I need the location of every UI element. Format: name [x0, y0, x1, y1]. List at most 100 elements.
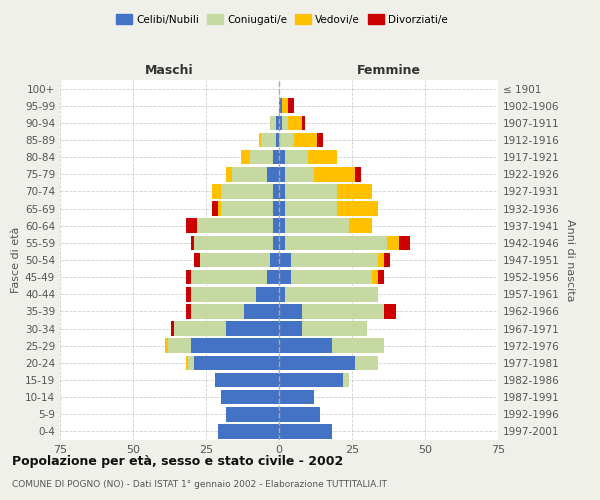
Bar: [171, 322, 174, 336]
Text: Femmine: Femmine: [356, 64, 421, 78]
Bar: [279, 218, 285, 233]
Bar: [343, 372, 349, 388]
Bar: [288, 98, 293, 113]
Legend: Celibi/Nubili, Coniugati/e, Vedovi/e, Divorziati/e: Celibi/Nubili, Coniugati/e, Vedovi/e, Di…: [112, 10, 452, 29]
Bar: [276, 116, 279, 130]
Bar: [226, 407, 279, 422]
Bar: [279, 252, 290, 268]
Bar: [282, 116, 288, 130]
Bar: [273, 184, 279, 198]
Bar: [268, 167, 279, 182]
Bar: [279, 424, 332, 438]
Bar: [185, 270, 191, 284]
Bar: [285, 167, 314, 182]
Bar: [279, 132, 293, 148]
Bar: [279, 150, 285, 164]
Bar: [279, 372, 343, 388]
Bar: [221, 390, 279, 404]
Bar: [302, 304, 384, 318]
Bar: [285, 202, 337, 216]
Bar: [191, 338, 279, 353]
Bar: [168, 338, 191, 353]
Bar: [288, 116, 302, 130]
Bar: [290, 252, 378, 268]
Bar: [191, 270, 268, 284]
Bar: [273, 218, 279, 233]
Bar: [279, 98, 282, 113]
Bar: [185, 218, 197, 233]
Bar: [285, 184, 337, 198]
Bar: [215, 372, 279, 388]
Bar: [285, 236, 387, 250]
Bar: [399, 236, 410, 250]
Bar: [250, 150, 273, 164]
Bar: [302, 116, 305, 130]
Bar: [279, 202, 285, 216]
Bar: [279, 304, 302, 318]
Bar: [384, 252, 390, 268]
Bar: [285, 287, 378, 302]
Bar: [378, 252, 384, 268]
Bar: [273, 236, 279, 250]
Bar: [293, 132, 317, 148]
Bar: [355, 356, 378, 370]
Bar: [197, 218, 273, 233]
Bar: [194, 356, 279, 370]
Bar: [276, 132, 279, 148]
Bar: [279, 390, 314, 404]
Bar: [285, 150, 308, 164]
Bar: [302, 322, 367, 336]
Y-axis label: Fasce di età: Fasce di età: [11, 227, 21, 293]
Bar: [285, 218, 349, 233]
Bar: [279, 287, 285, 302]
Bar: [317, 132, 323, 148]
Bar: [185, 287, 191, 302]
Text: Popolazione per età, sesso e stato civile - 2002: Popolazione per età, sesso e stato civil…: [12, 455, 343, 468]
Bar: [279, 167, 285, 182]
Bar: [279, 356, 355, 370]
Bar: [241, 150, 250, 164]
Bar: [337, 184, 373, 198]
Bar: [279, 407, 320, 422]
Bar: [279, 184, 285, 198]
Bar: [212, 184, 221, 198]
Bar: [308, 150, 337, 164]
Bar: [384, 304, 396, 318]
Bar: [262, 132, 276, 148]
Bar: [273, 202, 279, 216]
Bar: [355, 167, 361, 182]
Bar: [273, 150, 279, 164]
Bar: [373, 270, 378, 284]
Bar: [282, 98, 288, 113]
Bar: [349, 218, 373, 233]
Bar: [174, 322, 226, 336]
Bar: [279, 322, 302, 336]
Bar: [226, 322, 279, 336]
Bar: [259, 132, 262, 148]
Bar: [226, 167, 232, 182]
Bar: [221, 184, 273, 198]
Bar: [218, 202, 221, 216]
Bar: [314, 167, 355, 182]
Bar: [378, 270, 384, 284]
Bar: [191, 236, 194, 250]
Bar: [188, 356, 194, 370]
Text: COMUNE DI POGNO (NO) - Dati ISTAT 1° gennaio 2002 - Elaborazione TUTTITALIA.IT: COMUNE DI POGNO (NO) - Dati ISTAT 1° gen…: [12, 480, 387, 489]
Bar: [256, 287, 279, 302]
Bar: [191, 304, 244, 318]
Bar: [268, 270, 279, 284]
Bar: [185, 304, 191, 318]
Bar: [387, 236, 399, 250]
Bar: [244, 304, 279, 318]
Bar: [218, 424, 279, 438]
Bar: [194, 252, 200, 268]
Bar: [185, 356, 188, 370]
Bar: [279, 236, 285, 250]
Bar: [200, 252, 270, 268]
Text: Maschi: Maschi: [145, 64, 194, 78]
Y-axis label: Anni di nascita: Anni di nascita: [565, 219, 575, 301]
Bar: [191, 287, 256, 302]
Bar: [290, 270, 373, 284]
Bar: [165, 338, 168, 353]
Bar: [279, 338, 332, 353]
